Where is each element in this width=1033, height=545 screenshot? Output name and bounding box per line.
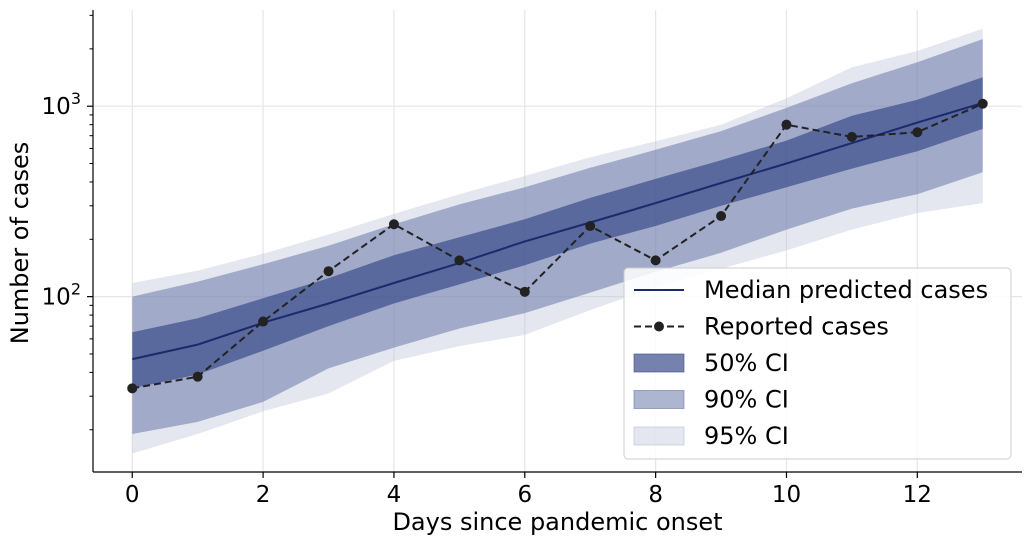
x-tick-label: 0 bbox=[125, 482, 140, 508]
y-tick-label: 103 bbox=[42, 89, 81, 120]
x-axis-label: Days since pandemic onset bbox=[392, 508, 722, 536]
legend: Median predicted cases Reported cases 50% … bbox=[623, 267, 1012, 460]
reported-line bbox=[132, 102, 984, 390]
reported-point bbox=[258, 316, 269, 327]
legend-label: 95% CI bbox=[704, 422, 789, 450]
reported-point bbox=[781, 119, 792, 130]
legend-label: Median predicted cases bbox=[704, 276, 988, 304]
reported-point bbox=[519, 286, 530, 297]
x-tick-label: 8 bbox=[648, 482, 663, 508]
x-tick-label: 10 bbox=[772, 482, 801, 508]
legend-box bbox=[623, 267, 1012, 460]
reported-point bbox=[716, 211, 727, 222]
reported-point bbox=[388, 219, 399, 230]
reported-points bbox=[127, 98, 988, 394]
axes: 0 2 4 6 8 10 12 102 103 bbox=[42, 10, 1022, 508]
reported-point bbox=[454, 255, 465, 266]
legend-ci95-swatch bbox=[633, 426, 685, 446]
reported-point bbox=[192, 371, 203, 382]
x-tick-label: 6 bbox=[517, 482, 532, 508]
x-tick-label: 4 bbox=[387, 482, 402, 508]
median-line bbox=[132, 102, 983, 361]
reported-point bbox=[323, 266, 334, 277]
legend-label: 90% CI bbox=[704, 386, 789, 414]
legend-label: Reported cases bbox=[704, 313, 889, 341]
reported-point bbox=[585, 220, 596, 231]
legend-reported-marker bbox=[654, 321, 664, 332]
reported-point bbox=[127, 383, 138, 394]
y-tick-label: 102 bbox=[42, 280, 81, 311]
series-lines bbox=[132, 102, 984, 390]
legend-ci90-swatch bbox=[633, 390, 685, 409]
legend-label: 50% CI bbox=[704, 349, 789, 377]
legend-ci50-swatch bbox=[633, 353, 685, 373]
x-tick-label: 12 bbox=[903, 482, 932, 508]
x-tick-label: 2 bbox=[256, 482, 271, 508]
reported-point bbox=[650, 255, 661, 266]
y-axis-label: Number of cases bbox=[6, 142, 34, 344]
reported-point bbox=[912, 127, 923, 138]
reported-point bbox=[977, 98, 988, 109]
reported-point bbox=[846, 131, 857, 142]
